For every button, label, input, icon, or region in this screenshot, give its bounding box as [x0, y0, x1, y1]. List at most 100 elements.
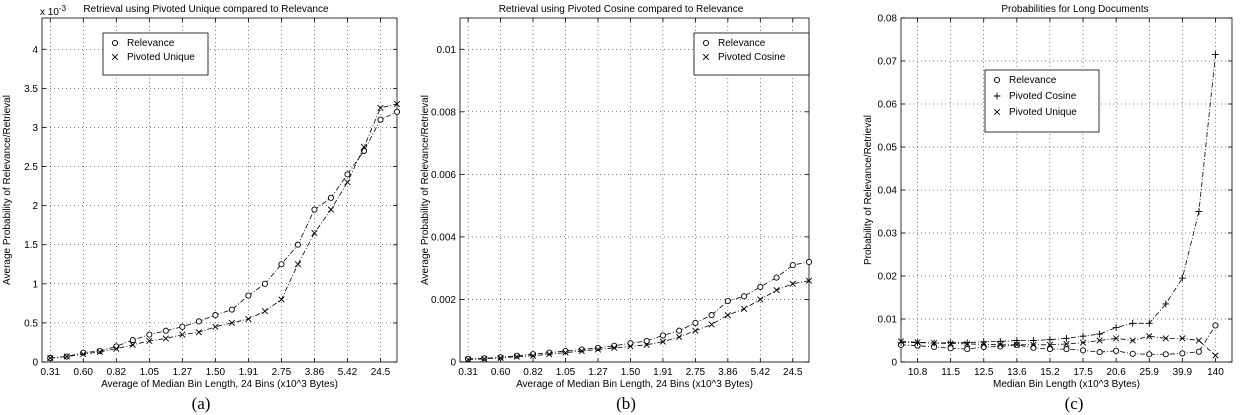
data-point	[1179, 350, 1186, 357]
x-tick-label: 5.42	[751, 367, 771, 378]
x-tick-label: 5.42	[338, 367, 358, 378]
data-point	[578, 347, 585, 355]
data-point	[964, 346, 971, 353]
data-point	[930, 339, 938, 347]
y-tick-label: 0.06	[878, 100, 898, 111]
data-point	[1046, 346, 1053, 353]
data-point	[129, 337, 136, 344]
y-axis-label: Probability of Relevance/Retrieval	[863, 115, 874, 265]
data-point	[63, 353, 70, 360]
data-point	[963, 339, 971, 347]
data-point	[692, 319, 699, 326]
data-point	[228, 306, 235, 313]
x-axis-label: Average of Median Bin Length, 24 Bins (x…	[516, 379, 753, 390]
x-tick-label: 1.27	[173, 367, 193, 378]
axes-frame	[41, 17, 398, 363]
y-tick-label: 1.5	[24, 240, 38, 251]
data-point	[1096, 330, 1103, 338]
data-point	[611, 344, 618, 352]
series-line	[900, 335, 1216, 356]
data-point	[1080, 347, 1087, 354]
legend-marker	[111, 53, 119, 61]
data-point	[464, 356, 472, 363]
data-point	[481, 355, 488, 362]
data-point	[294, 261, 302, 268]
legend-entry: Pivoted Cosine	[1009, 91, 1077, 102]
chart-panel-1: 0.31 0.60 0.82 1.05 1.27 1.50 1.91 2.75 3.86 5.42…	[2, 4, 401, 413]
legend-marker	[702, 39, 710, 47]
y-tick-label: 0.03	[878, 229, 898, 240]
data-point	[676, 333, 683, 341]
data-point	[1013, 341, 1020, 348]
data-point	[1146, 351, 1153, 358]
y-tick-label: 0.01	[878, 315, 898, 326]
data-point	[1195, 348, 1202, 355]
data-point	[692, 327, 699, 334]
data-point	[96, 348, 103, 355]
y-tick-label: 0.01	[437, 45, 457, 56]
y-multiplier: x 10-3	[40, 4, 67, 18]
grid	[460, 18, 809, 363]
y-tick-label: 0.07	[878, 57, 898, 68]
series-pivoted-cosine	[464, 277, 813, 363]
series-pivoted-unique	[47, 100, 401, 362]
y-tick-label: 2	[32, 201, 38, 212]
data-point	[740, 305, 748, 312]
panel-caption: (a)	[192, 394, 211, 413]
x-tick-label: 1.91	[239, 367, 259, 378]
data-point	[773, 286, 780, 294]
x-tick-label: 0.60	[74, 367, 94, 378]
data-point	[805, 258, 813, 265]
data-point	[1096, 349, 1103, 356]
y-tick-label: 0.002	[431, 295, 456, 306]
panel-caption: (c)	[1065, 394, 1084, 413]
data-point	[708, 321, 715, 328]
data-point	[377, 104, 384, 112]
data-point	[393, 108, 401, 115]
x-tick-label: 17.5	[1073, 367, 1093, 378]
data-point	[278, 296, 285, 303]
data-point	[212, 312, 219, 319]
data-point	[195, 329, 202, 336]
y-tick-label: 0.5	[24, 318, 38, 329]
data-point	[773, 274, 780, 281]
data-point	[789, 262, 796, 269]
legend-marker	[993, 108, 1001, 116]
data-point	[1162, 300, 1170, 308]
chart-panel-2: 0.31 0.60 0.82 1.05 1.27 1.50 1.91 2.75 3.86 5.42…	[420, 4, 813, 413]
data-point	[947, 340, 954, 347]
series-line	[50, 103, 398, 359]
data-point	[1096, 337, 1103, 344]
chart-title: Retrieval using Pivoted Unique compared …	[83, 4, 329, 15]
data-point	[659, 332, 666, 339]
data-point	[1162, 351, 1169, 358]
data-point	[643, 337, 650, 345]
y-tick-label: 0	[891, 358, 897, 369]
data-point	[659, 338, 667, 345]
data-point	[377, 116, 384, 123]
y-tick-label: 2.5	[24, 162, 38, 173]
data-point	[311, 229, 318, 237]
x-tick-label: 0.31	[41, 367, 61, 378]
data-point	[1129, 319, 1137, 327]
legend-marker	[993, 92, 1001, 100]
legend-box	[984, 69, 1100, 133]
x-tick-label: 15.2	[1040, 367, 1060, 378]
x-tick-label: 20.6	[1106, 367, 1126, 378]
data-point	[327, 194, 335, 201]
x-tick-label: 3.86	[718, 367, 738, 378]
legend-entry: Relevance	[718, 38, 766, 49]
data-point	[195, 318, 202, 325]
data-point	[1179, 335, 1186, 342]
data-point	[1046, 341, 1054, 348]
data-point	[344, 171, 351, 178]
y-tick-label: 0.04	[878, 186, 898, 197]
series-pivoted-unique	[897, 333, 1219, 359]
x-tick-label: 2.75	[686, 367, 706, 378]
data-point	[1212, 322, 1219, 329]
legend-box	[102, 32, 209, 76]
data-point	[129, 341, 136, 348]
x-tick-label: 1.27	[588, 367, 608, 378]
data-point	[212, 323, 219, 330]
x-tick-label: 24.5	[371, 367, 391, 378]
